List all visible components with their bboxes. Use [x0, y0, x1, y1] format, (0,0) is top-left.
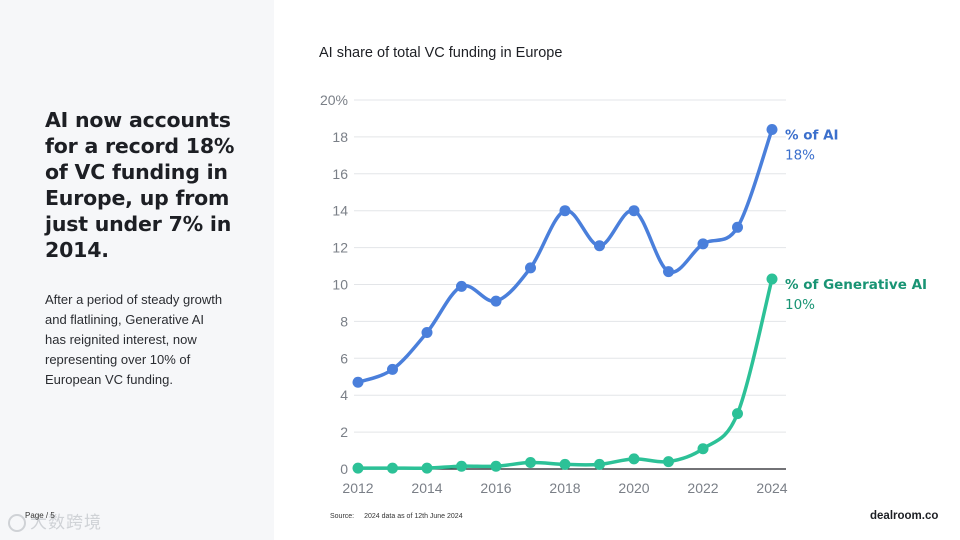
body-text: After a period of steady growth and flat…: [45, 292, 223, 387]
data-point-ai: [628, 205, 640, 217]
data-point-ai: [732, 221, 743, 233]
data-point-ai: [421, 326, 433, 338]
headline: AI now accounts for a record 18% of VC f…: [45, 108, 235, 262]
data-point-generative-ai: [525, 457, 536, 469]
data-point-generative-ai: [387, 462, 398, 474]
watermark: 大数跨境: [8, 508, 102, 533]
line-chart: 0 2 4 6 8 10 12 14 16 18 20% 2012 2014 2016 2018 2020 20…: [320, 92, 927, 496]
data-point-generative-ai: [732, 408, 743, 420]
x-tick-label: 2020: [618, 480, 649, 496]
left-panel: [0, 0, 274, 540]
y-tick-label: 14: [332, 203, 348, 219]
watermark-logo-icon: [8, 514, 26, 532]
series-label-generative-ai: % of Generative AI: [785, 277, 927, 293]
data-point-generative-ai: [766, 273, 778, 285]
y-tick-label: 20%: [320, 92, 348, 108]
data-point-generative-ai: [421, 462, 433, 474]
watermark-text: 大数跨境: [30, 513, 102, 533]
y-tick-label: 8: [340, 313, 348, 329]
y-tick-label: 10: [332, 277, 348, 293]
data-point-ai: [490, 295, 502, 307]
series-label-ai: % of AI: [785, 128, 839, 144]
x-tick-label: 2016: [480, 480, 511, 496]
y-tick-label: 2: [340, 424, 348, 440]
x-tick-label: 2022: [687, 480, 718, 496]
data-point-generative-ai: [490, 460, 502, 472]
y-tick-label: 16: [332, 166, 348, 182]
x-tick-label: 2018: [549, 480, 580, 496]
brand-logo: dealroom.co: [870, 510, 939, 522]
data-point-ai: [387, 363, 398, 375]
data-point-generative-ai: [559, 458, 571, 470]
series-line-ai: [356, 127, 774, 385]
source-label: Source:: [330, 513, 355, 520]
x-tick-label: 2014: [411, 480, 442, 496]
data-point-ai: [766, 124, 778, 136]
series-value-label-ai: 18%: [785, 148, 815, 164]
data-point-ai: [456, 280, 467, 292]
data-point-ai: [594, 240, 605, 252]
data-point-ai: [697, 238, 709, 250]
source-text: 2024 data as of 12th June 2024: [364, 513, 463, 520]
data-point-generative-ai: [697, 443, 709, 455]
y-tick-label: 18: [332, 129, 348, 145]
series-value-label-generative-ai: 10%: [785, 297, 815, 313]
data-point-generative-ai: [594, 458, 605, 470]
data-point-generative-ai: [456, 460, 467, 472]
data-point-ai: [663, 266, 674, 278]
page-number: Page / 5: [25, 511, 55, 520]
y-tick-label: 6: [340, 350, 348, 366]
data-point-generative-ai: [663, 456, 674, 468]
data-point-generative-ai: [352, 462, 364, 474]
y-tick-label: 4: [340, 387, 348, 403]
x-tick-label: 2012: [342, 480, 373, 496]
data-point-generative-ai: [628, 453, 640, 465]
data-point-ai: [352, 376, 364, 388]
data-point-ai: [559, 205, 571, 217]
y-tick-label: 0: [340, 461, 348, 477]
source-note: Source: 2024 data as of 12th June 2024: [330, 513, 463, 520]
x-tick-label: 2024: [756, 480, 787, 496]
chart-title: AI share of total VC funding in Europe: [319, 45, 563, 61]
y-tick-label: 12: [332, 240, 348, 256]
data-point-ai: [525, 262, 536, 274]
series-line-generative-ai: [356, 277, 774, 470]
